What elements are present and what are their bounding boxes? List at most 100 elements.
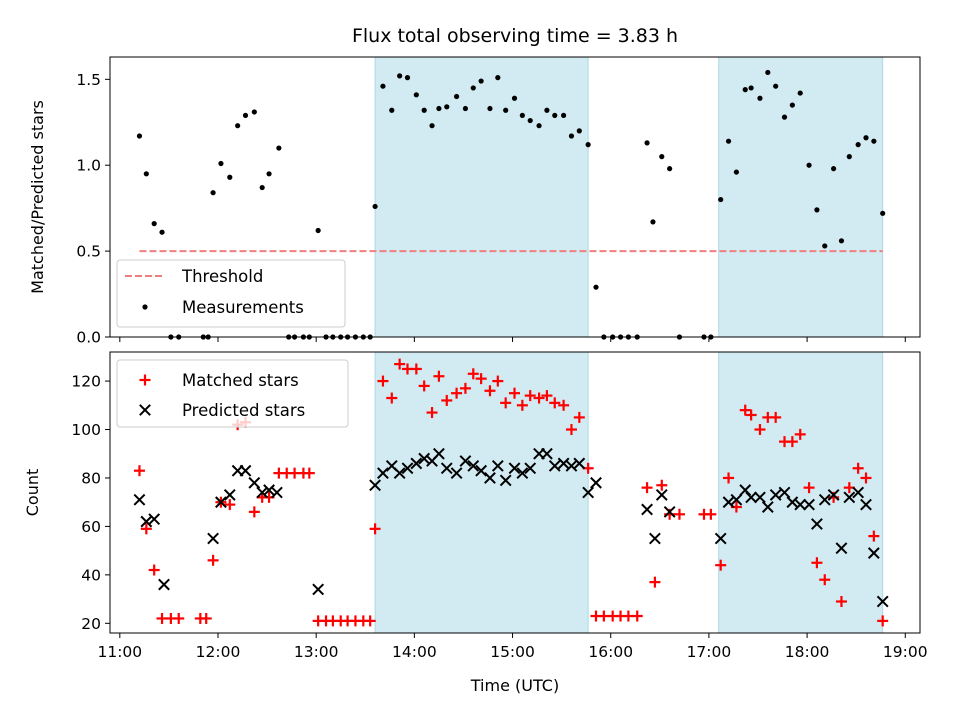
- predicted-star-point: [459, 455, 472, 467]
- measurement-point: [478, 78, 484, 84]
- measurement-point: [568, 133, 575, 139]
- count-y-ticks: 20 40 60 80 100 120: [71, 373, 110, 633]
- matched-star-point: [573, 411, 585, 423]
- predicted-star-point: [876, 595, 889, 608]
- predicted-star-point: [393, 467, 406, 480]
- legend-measurements-label: Measurements: [182, 298, 304, 317]
- measurement-point: [136, 133, 143, 139]
- predicted-star-point: [852, 486, 865, 499]
- measurement-point: [544, 107, 550, 113]
- observing-window-1: [374, 56, 589, 338]
- measurement-point: [527, 117, 533, 124]
- measurement-point: [733, 169, 740, 175]
- matched-star-point: [484, 385, 496, 397]
- matched-star-point: [500, 397, 512, 409]
- count-panel: 11:00 12:00 13:00 14:00 15:00 16:00 17:00 18:00…: [23, 351, 928, 695]
- ratio-axes-frame: [109, 56, 921, 338]
- predicted-star-point: [557, 457, 570, 470]
- predicted-star-point: [450, 467, 463, 480]
- measurement-point: [397, 73, 403, 79]
- measurement-point: [846, 154, 852, 160]
- matched-star-point: [786, 436, 798, 448]
- measurement-point: [372, 203, 378, 210]
- predicted-star-point: [663, 505, 676, 518]
- predicted-star-point: [714, 532, 727, 545]
- measurement-point: [593, 284, 599, 290]
- measurement-point: [871, 138, 877, 144]
- predicted-star-point: [369, 479, 381, 492]
- matched-star-point: [770, 411, 782, 423]
- predicted-star-point: [207, 532, 219, 545]
- measurement-point: [757, 95, 763, 101]
- legend-plus-marker: [139, 374, 151, 386]
- matched-star-point: [819, 574, 831, 586]
- predicted-star-point: [722, 496, 735, 509]
- measurement-point: [773, 83, 779, 89]
- matched-star-point: [835, 596, 847, 608]
- predicted-star-point: [818, 493, 831, 506]
- measurement-point: [143, 171, 149, 177]
- matched-star-point: [745, 409, 757, 421]
- measurement-point: [765, 69, 771, 76]
- matched-star-point: [723, 472, 735, 484]
- count-y-axis-label: Count: [23, 469, 42, 517]
- matched-star-point: [418, 380, 430, 392]
- predicted-star-point: [778, 486, 791, 499]
- matched-star-point: [140, 523, 152, 535]
- predicted-star-point: [516, 467, 529, 480]
- predicted-star-point: [811, 518, 823, 530]
- predicted-star-point: [401, 462, 414, 475]
- matched-star-point: [754, 424, 766, 436]
- measurement-point: [276, 145, 282, 151]
- measurement-point: [470, 85, 476, 91]
- predicted-star-point: [499, 474, 512, 487]
- x-tick-label: 17:00: [687, 643, 732, 661]
- measurement-point: [210, 190, 216, 196]
- predicted-star-point: [410, 457, 423, 470]
- x-tick-label: 15:00: [490, 643, 535, 661]
- matched-star-point: [641, 482, 653, 494]
- matched-star-point: [558, 399, 570, 411]
- matched-star-point: [516, 399, 528, 411]
- y-tick-label: 1.5: [76, 71, 101, 89]
- chart-title: Flux total observing time = 3.83 h: [352, 25, 678, 47]
- predicted-star-point: [158, 578, 170, 591]
- measurement-points: [136, 69, 886, 340]
- legend-matched-label: Matched stars: [182, 371, 299, 390]
- measurement-point: [561, 112, 567, 119]
- matched-star-point: [803, 482, 815, 494]
- predicted-star-point: [223, 489, 236, 501]
- x-tick-label: 11:00: [97, 643, 142, 661]
- measurement-point: [536, 123, 542, 129]
- measurement-point: [644, 140, 650, 146]
- predicted-star-point: [239, 464, 252, 477]
- predicted-star-point: [484, 472, 496, 484]
- measurement-point: [266, 171, 272, 177]
- predicted-star-point: [475, 464, 488, 477]
- legend-matched-swatch: [139, 374, 151, 386]
- matched-star-point: [794, 428, 806, 440]
- predicted-star-point: [508, 462, 521, 475]
- matched-star-point: [207, 554, 219, 566]
- predicted-star-point: [215, 496, 227, 509]
- predicted-star-point: [263, 484, 275, 496]
- ratio-legend: Threshold Measurements: [116, 259, 346, 328]
- ratio-x-ticks: [119, 337, 906, 342]
- measurement-point: [667, 166, 673, 172]
- legend-predicted-label: Predicted stars: [182, 401, 305, 420]
- predicted-star-point: [491, 459, 504, 472]
- measurement-point: [742, 87, 748, 93]
- predicted-star-point: [133, 493, 146, 506]
- matched-star-point: [394, 358, 406, 370]
- predicted-star-point: [754, 491, 766, 504]
- measurement-point: [781, 114, 788, 120]
- measurement-point: [453, 93, 460, 100]
- matched-star-point: [852, 462, 864, 474]
- measurement-point: [487, 105, 493, 112]
- ratio-legend-box: [116, 259, 346, 328]
- measurement-point: [880, 210, 886, 216]
- shaded-intervals: [374, 351, 884, 634]
- matched-star-point: [364, 615, 376, 627]
- measurement-point: [251, 109, 257, 115]
